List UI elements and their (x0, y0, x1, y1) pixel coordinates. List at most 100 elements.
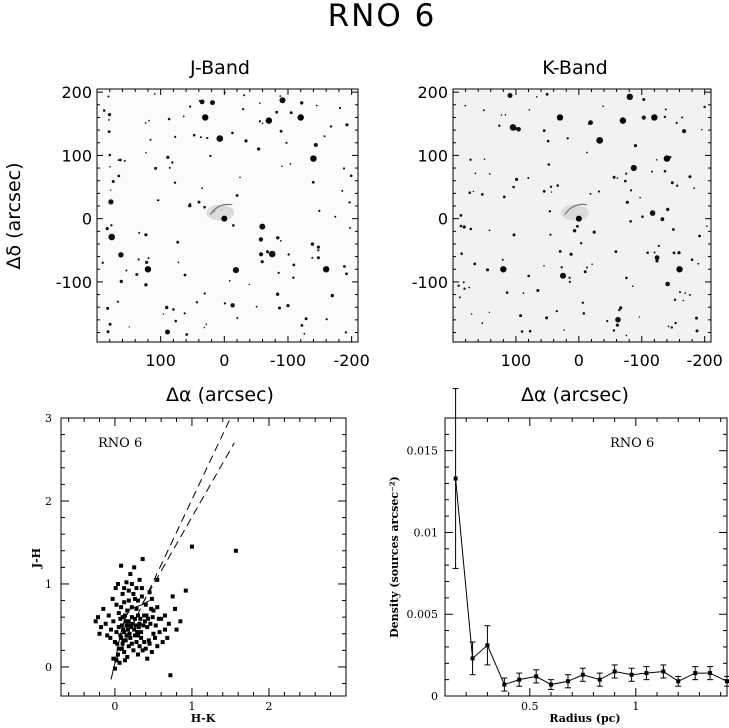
star (325, 318, 328, 321)
star (701, 128, 703, 131)
star (311, 180, 315, 184)
ccd-x-axis-label: H-K (191, 712, 216, 725)
y-tick-label: 0 (45, 661, 52, 674)
kband-x-axis-label: Δα (arcsec) (521, 384, 629, 406)
data-point (168, 673, 173, 678)
data-point (142, 613, 147, 618)
star (259, 102, 261, 104)
star (589, 192, 592, 195)
star (591, 263, 593, 266)
data-point (116, 625, 121, 630)
star (568, 276, 571, 279)
star (261, 122, 264, 125)
star (695, 316, 698, 320)
star (625, 276, 628, 280)
star (672, 228, 675, 231)
star (123, 159, 126, 162)
star (235, 194, 239, 197)
data-point (142, 640, 147, 645)
data-point (126, 619, 131, 624)
data-point (139, 594, 144, 599)
x-tick-label: 0.5 (521, 700, 539, 713)
star (137, 258, 140, 261)
star (168, 166, 171, 169)
star (138, 231, 141, 234)
star (679, 291, 681, 294)
star (108, 119, 110, 121)
data-point (122, 650, 127, 655)
data-point (122, 613, 127, 618)
star (292, 276, 295, 279)
star (667, 325, 670, 328)
star (344, 331, 348, 334)
star (199, 99, 205, 105)
x-tick-label: 2 (265, 700, 272, 713)
star (625, 200, 629, 204)
bright-star (265, 117, 273, 124)
ccd-annotation: RNO 6 (98, 436, 142, 451)
data-point (114, 658, 119, 663)
ccd-reddening-lines (110, 417, 235, 680)
data-point (116, 581, 120, 586)
star (144, 283, 148, 287)
star (660, 217, 665, 222)
star (473, 262, 477, 266)
data-point (131, 648, 136, 653)
x-tick-label: -200 (333, 351, 369, 370)
data-point (123, 619, 128, 624)
x-tick-label: -100 (270, 351, 306, 370)
central-source (575, 215, 582, 222)
star (706, 225, 708, 227)
data-point (129, 625, 134, 630)
x-tick-label: 0 (574, 351, 584, 370)
star (614, 250, 618, 254)
star (279, 95, 282, 97)
star (144, 233, 148, 237)
star (586, 151, 588, 154)
data-point (97, 631, 102, 636)
star (210, 100, 215, 106)
nebula-arc (564, 203, 587, 216)
star (107, 130, 111, 134)
data-point (160, 640, 165, 645)
star (580, 242, 583, 245)
jband-x-axis-label: Δα (arcsec) (166, 384, 274, 406)
data-point (580, 672, 585, 677)
data-point (118, 616, 123, 621)
star (542, 129, 546, 133)
star (469, 227, 473, 231)
star (276, 236, 280, 240)
data-point (124, 623, 129, 628)
star (460, 252, 463, 255)
data-point (136, 613, 141, 618)
data-point (517, 677, 522, 682)
data-point (122, 600, 127, 605)
star (639, 196, 641, 199)
kband-title: K-Band (542, 57, 607, 79)
star (258, 120, 262, 123)
star (316, 256, 320, 260)
data-point (136, 625, 141, 630)
star (268, 250, 276, 258)
data-point (119, 563, 124, 568)
ccd-y-axis-label: J-H (30, 548, 43, 569)
star (171, 161, 174, 164)
star (117, 159, 120, 162)
star (176, 240, 180, 244)
star (615, 323, 620, 327)
star (547, 163, 551, 166)
jband-y-axis-label: Δδ (arcsec) (3, 162, 25, 269)
data-point (126, 627, 131, 632)
data-point (534, 674, 539, 679)
star (108, 322, 112, 326)
star (242, 108, 245, 111)
star (189, 105, 192, 108)
star (285, 141, 288, 144)
y-tick-label: 1 (45, 578, 52, 591)
data-point (155, 577, 160, 582)
star (323, 135, 326, 138)
star (464, 104, 467, 107)
data-point (127, 631, 132, 636)
star (281, 165, 283, 168)
